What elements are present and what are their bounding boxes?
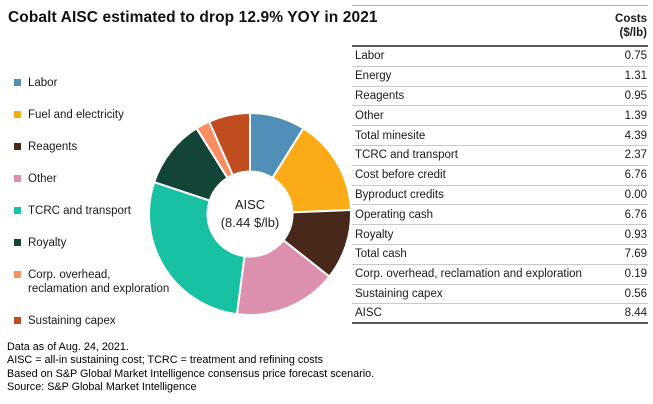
row-label: TCRC and transport: [355, 149, 458, 162]
row-label: Other: [355, 109, 384, 122]
chart-legend: Labor Fuel and electricity Reagents Other TC…: [14, 76, 184, 346]
table-row-tcrc-and-transport: TCRC and transport 2.37: [352, 146, 648, 166]
row-value: 1.31: [624, 70, 647, 83]
costs-table-body: Labor 0.75 Energy 1.31 Reagents 0.95 Other 1.39…: [352, 47, 648, 325]
costs-table-header: Costs ($/lb): [352, 6, 648, 47]
table-row-byproduct-credits: Byproduct credits 0.00: [352, 186, 648, 206]
row-value: 0.93: [624, 228, 647, 241]
row-value: 8.44: [624, 307, 647, 320]
legend-item-corp-overhead-reclamation-and-exploration: Corp. overhead, reclamation and explorat…: [14, 268, 184, 296]
table-row-other: Other 1.39: [352, 106, 648, 127]
row-value: 6.76: [624, 169, 647, 182]
legend-swatch-icon: [14, 111, 21, 118]
table-row-corp-overhead-reclamation-and-exploration: Corp. overhead, reclamation and explorat…: [352, 265, 648, 285]
donut-segment-sustaining-capex: [207, 111, 251, 177]
legend-item-tcrc-and-transport: TCRC and transport: [14, 204, 184, 218]
table-row-energy: Energy 1.31: [352, 67, 648, 87]
row-label: Energy: [355, 70, 392, 83]
footnote-line-1: Data as of Aug. 24, 2021.: [7, 341, 129, 353]
legend-swatch-icon: [14, 239, 21, 246]
legend-label: Fuel and electricity: [28, 109, 124, 121]
table-row-total-cash: Total cash 7.69: [352, 245, 648, 265]
row-label: Byproduct credits: [355, 188, 444, 201]
legend-label: TCRC and transport: [28, 205, 131, 217]
legend-label: Royalty: [28, 237, 67, 249]
row-value: 1.39: [624, 109, 647, 122]
footnote-line-2: AISC = all-in sustaining cost; TCRC = tr…: [7, 354, 324, 367]
row-label: Sustaining capex: [355, 287, 443, 300]
donut-chart: AISC (8.44 $/lb): [147, 111, 353, 317]
donut-segment-tcrc-and-transport: [148, 180, 246, 316]
row-label: Operating cash: [355, 208, 433, 221]
table-row-operating-cash: Operating cash 6.76: [352, 205, 648, 226]
row-value: 6.76: [624, 208, 647, 221]
row-value: 7.69: [624, 248, 647, 261]
legend-swatch-icon: [14, 175, 21, 182]
row-value: 0.00: [624, 188, 647, 201]
costs-table-header-line2: ($/lb): [619, 26, 647, 39]
row-label: Reagents: [355, 89, 405, 102]
footnote-line-4: Source: S&P Global Market Intelligence: [7, 381, 197, 394]
table-row-cost-before-credit: Cost before credit 6.76: [352, 166, 648, 186]
row-label: Corp. overhead, reclamation and explorat…: [355, 268, 582, 281]
legend-label: Other: [28, 173, 57, 185]
row-label: Total minesite: [355, 129, 426, 142]
legend-swatch-icon: [14, 79, 21, 86]
legend-item-fuel-and-electricity: Fuel and electricity: [14, 108, 184, 122]
legend-swatch-icon: [14, 143, 21, 150]
legend-swatch-icon: [14, 317, 21, 324]
row-label: Total cash: [355, 248, 407, 261]
legend-item-labor: Labor: [14, 76, 184, 90]
table-row-reagents: Reagents 0.95: [352, 87, 648, 107]
row-value: 0.75: [624, 50, 647, 63]
row-label: AISC: [355, 307, 382, 320]
legend-item-royalty: Royalty: [14, 236, 184, 250]
row-value: 4.39: [624, 129, 647, 142]
row-value: 0.19: [624, 268, 647, 281]
legend-item-sustaining-capex: Sustaining capex: [14, 314, 184, 328]
footnote-line-3: Based on S&P Global Market Intelligence …: [7, 367, 375, 380]
row-value: 2.37: [624, 149, 647, 162]
legend-item-other: Other: [14, 172, 184, 186]
donut-svg: [148, 111, 352, 316]
costs-table-header-line1: Costs: [615, 13, 647, 25]
legend-swatch-icon: [14, 207, 21, 214]
row-label: Labor: [355, 50, 385, 63]
chart-title: Cobalt AISC estimated to drop 12.9% YOY …: [8, 9, 378, 26]
legend-label: Labor: [28, 77, 58, 89]
table-row-aisc: AISC 8.44: [352, 304, 648, 325]
footnotes: Data as of Aug. 24, 2021. AISC = all-in s…: [7, 341, 374, 395]
legend-swatch-icon: [14, 271, 21, 278]
table-row-royalty: Royalty 0.93: [352, 225, 648, 245]
row-value: 0.56: [624, 287, 647, 300]
table-row-total-minesite: Total minesite 4.39: [352, 126, 648, 146]
table-row-labor: Labor 0.75: [352, 47, 648, 67]
legend-label: Reagents: [28, 141, 78, 153]
legend-item-reagents: Reagents: [14, 140, 184, 154]
row-value: 0.95: [624, 89, 647, 102]
row-label: Cost before credit: [355, 169, 446, 182]
row-label: Royalty: [355, 228, 394, 241]
costs-table: Costs ($/lb) Labor 0.75 Energy 1.31 Reagents…: [352, 5, 648, 325]
legend-label: Sustaining capex: [28, 315, 116, 327]
table-row-sustaining-capex: Sustaining capex 0.56: [352, 285, 648, 305]
legend-label: Corp. overhead, reclamation and explorat…: [28, 269, 170, 295]
